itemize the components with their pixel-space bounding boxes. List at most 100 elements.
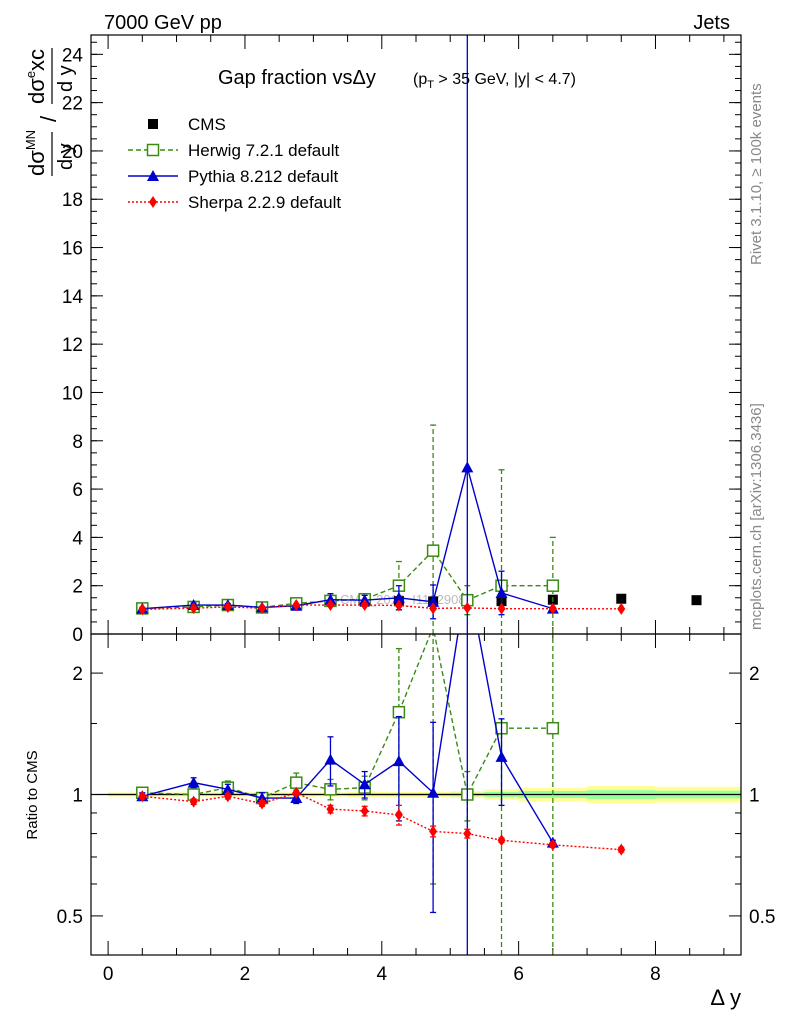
ratio-point — [463, 827, 472, 840]
ratio-ytick-label-right: 1 — [749, 786, 760, 807]
main-ytick-label: 4 — [72, 528, 83, 549]
main-point — [617, 602, 626, 615]
title-cut: (pT > 35 GeV, |y| < 4.7) — [413, 71, 576, 91]
legend-marker — [146, 143, 160, 157]
energy-label: 7000 GeV pp — [104, 12, 222, 34]
ratio-series-sherpa-2-2-9-default — [138, 786, 626, 856]
ratio-point — [358, 778, 371, 790]
legend-item-sherpa-2-2-9-default: Sherpa 2.2.9 default — [128, 193, 341, 212]
main-ytick-label: 6 — [72, 480, 83, 501]
site-label: mcplots.cern.ch [arXiv:1306.3436] — [748, 403, 765, 630]
main-point — [429, 602, 438, 615]
ratio-point — [546, 721, 560, 735]
ratio-point — [258, 797, 267, 810]
main-ytick-label: 0 — [72, 625, 83, 646]
main-ylabel: dσMN d y / dσexc d y — [23, 48, 77, 176]
legend-item-herwig-7-2-1-default: Herwig 7.2.1 default — [128, 141, 339, 160]
legend-label: CMS — [188, 115, 226, 134]
main-point — [258, 602, 267, 615]
ratio-point — [223, 790, 232, 803]
svg-text:dσexc: dσexc — [23, 49, 49, 104]
main-ytick-label: 16 — [62, 239, 83, 260]
ratio-point — [394, 808, 403, 821]
ratio-point — [392, 755, 405, 767]
ratio-xtick-label: 8 — [650, 964, 661, 985]
legend-marker — [149, 196, 157, 208]
ratio-point — [497, 834, 506, 847]
main-ytick-label: 20 — [62, 142, 83, 163]
main-point — [426, 544, 440, 557]
main-point — [497, 602, 506, 615]
main-ytick-label: 24 — [62, 45, 84, 66]
ratio-xtick-label: 2 — [240, 964, 251, 985]
legend-item-pythia-8-212-default: Pythia 8.212 default — [128, 167, 339, 186]
legend-label: Sherpa 2.2.9 default — [188, 193, 341, 212]
main-point — [326, 599, 335, 612]
ratio-point — [290, 776, 303, 789]
ratio-xtick-label: 4 — [377, 964, 388, 985]
x-axis-label: Δ y — [710, 985, 741, 1010]
ratio-ylabel: Ratio to CMS — [24, 750, 41, 839]
ratio-point — [548, 838, 557, 851]
main-line-pythia-8-212-default — [142, 464, 554, 610]
process-label: Jets — [693, 12, 730, 34]
main-ytick-label: 22 — [62, 94, 83, 115]
rivet-label: Rivet 3.1.10, ≥ 100k events — [748, 83, 765, 265]
ratio-ytick-label: 0.5 — [57, 907, 83, 928]
ratio-ytick-label: 1 — [72, 786, 83, 807]
ratio-point — [427, 786, 440, 798]
main-point — [427, 595, 440, 607]
ratio-frame — [90, 633, 742, 956]
main-ytick-label: 10 — [62, 383, 83, 404]
main-point — [360, 599, 369, 612]
chart-title: Gap fraction vsΔy — [218, 67, 376, 89]
ratio-ytick-label: 2 — [72, 664, 83, 685]
svg-text:d y: d y — [55, 65, 77, 92]
main-ytick-label: 18 — [62, 190, 83, 211]
svg-text:/: / — [36, 115, 61, 122]
main-point — [691, 595, 702, 606]
ratio-point — [495, 750, 508, 762]
title-main: Gap fraction vs — [218, 67, 353, 89]
main-point — [138, 603, 147, 616]
legend-marker — [147, 170, 159, 181]
main-point — [189, 602, 198, 615]
ratio-point — [138, 790, 147, 803]
ratio-point — [617, 843, 626, 856]
ratio-point — [360, 805, 369, 818]
main-point — [392, 591, 405, 603]
main-point — [461, 461, 474, 473]
main-ytick-label: 2 — [72, 577, 83, 598]
main-series-sherpa-2-2-9-default — [138, 599, 626, 616]
ratio-point — [429, 825, 438, 838]
ratio-ytick-label-right: 0.5 — [749, 907, 775, 928]
title-var: Δy — [353, 67, 376, 89]
main-ytick-label: 8 — [72, 432, 83, 453]
main-point — [548, 602, 557, 615]
main-series-pythia-8-212-default — [136, 35, 559, 634]
ratio-line-pythia-8-212-default — [142, 634, 554, 843]
main-point — [292, 599, 301, 612]
legend-item-cms: CMS — [148, 115, 226, 134]
ratio-point — [221, 783, 234, 795]
ratio-panel: 0.5 0.5 1 1 2 2 0 2 4 6 8 Ratio to CMS Δ y — [24, 633, 775, 1010]
ratio-point — [324, 753, 337, 765]
main-point — [394, 599, 403, 612]
main-point — [223, 600, 232, 613]
legend: CMS Herwig 7.2.1 default Pythia 8.212 defa… — [128, 115, 341, 212]
legend-label: Herwig 7.2.1 default — [188, 141, 339, 160]
ratio-xtick-label: 6 — [513, 964, 524, 985]
ratio-point — [187, 776, 200, 788]
main-point — [495, 586, 508, 598]
legend-label: Pythia 8.212 default — [188, 167, 339, 186]
main-ytick-label: 12 — [62, 335, 83, 356]
ratio-point — [292, 786, 301, 799]
ratio-point — [326, 803, 335, 816]
main-point — [463, 601, 472, 614]
legend-marker — [148, 119, 158, 129]
main-point — [546, 579, 560, 592]
ratio-point — [189, 795, 198, 808]
svg-text:dσMN: dσMN — [23, 130, 49, 176]
